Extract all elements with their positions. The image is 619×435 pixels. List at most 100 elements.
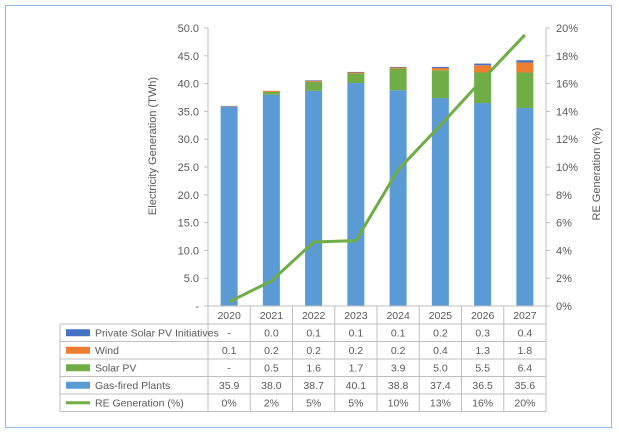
re-generation-line xyxy=(228,33,526,304)
table-cell-value: 1.7 xyxy=(349,362,364,374)
bar-private-solar-pv-initiatives-2025 xyxy=(431,66,449,69)
legend-key-solar-pv xyxy=(66,364,90,372)
table-header-year: 2021 xyxy=(260,310,284,322)
table-cell-value: 0.1 xyxy=(222,345,237,357)
table-header-year: 2026 xyxy=(471,310,495,322)
chart: - 5.0 10.0 15.0 20.0 25.0 30.0 35.0 40.0 45.0 50.0… xyxy=(59,23,603,412)
bar-wind-2025 xyxy=(431,68,449,71)
bar-wind-2026 xyxy=(474,65,492,73)
table-cell-value: 0.4 xyxy=(433,345,448,357)
table-cell-value: 35.6 xyxy=(515,380,536,392)
y2-tick-label: 18% xyxy=(556,51,578,63)
bar-private-solar-pv-initiatives-2026 xyxy=(474,63,492,66)
table-cell-value: 0.2 xyxy=(433,327,448,339)
bar-wind-2022 xyxy=(305,80,323,82)
bar-private-solar-pv-initiatives-2027 xyxy=(516,60,534,63)
table-header-year: 2022 xyxy=(302,310,326,322)
bar-solar-pv-2024 xyxy=(389,68,407,91)
table-cell-value: 38.8 xyxy=(388,380,409,392)
table-header-year: 2027 xyxy=(513,310,537,322)
y-tick-label: 30.0 xyxy=(178,134,199,146)
table-cell-value: 0% xyxy=(222,397,237,409)
table-cell-value: - xyxy=(227,327,231,339)
table-header-year: 2024 xyxy=(386,310,410,322)
y2-axis-title: RE Generation (%) xyxy=(591,128,603,221)
y2-tick-label: 14% xyxy=(556,106,578,118)
table-cell-value: 40.1 xyxy=(346,380,367,392)
data-table: 2020 2021 2022 2023 2024 2025 2026 2027 Private … xyxy=(59,305,547,412)
table-row-label: Solar PV xyxy=(95,362,136,374)
y2-tick-label: 2% xyxy=(556,273,572,285)
y-tick-label: - xyxy=(195,301,199,313)
bar-solar-pv-2025 xyxy=(431,70,449,99)
table-cell-value: 0.2 xyxy=(349,345,364,357)
y-tick-label: 5.0 xyxy=(184,273,199,285)
y2-tick-label: 16% xyxy=(556,79,578,91)
table-row-label: Gas-fired Plants xyxy=(95,380,170,392)
bar-gas-fired-plants-2026 xyxy=(474,103,492,306)
table-cell-value: 35.9 xyxy=(219,380,240,392)
table-cell-value: 20% xyxy=(514,397,535,409)
legend-key-private-solar-pv-initiatives xyxy=(66,329,90,337)
bar-gas-fired-plants-2020 xyxy=(220,106,238,307)
y-tick-label: 15.0 xyxy=(178,218,199,230)
bar-private-solar-pv-initiatives-2024 xyxy=(389,66,407,68)
bar-wind-2021 xyxy=(262,90,280,92)
table-cell-value: 0.1 xyxy=(306,327,321,339)
table-row-label: Private Solar PV Initiatives xyxy=(95,327,219,339)
table-cell-value: 0.2 xyxy=(306,345,321,357)
bar-wind-2020 xyxy=(220,105,238,107)
y-tick-label: 35.0 xyxy=(178,106,199,118)
table-cell-value: 0.0 xyxy=(264,327,279,339)
y-tick-label: 50.0 xyxy=(178,23,199,35)
bar-private-solar-pv-initiatives-2022 xyxy=(305,80,323,81)
legend-key-wind xyxy=(66,346,90,354)
table-cell-value: 1.3 xyxy=(475,345,490,357)
table-cell-value: 0.4 xyxy=(518,327,533,339)
table-cell-value: 5.0 xyxy=(433,362,448,374)
axes-layer: - 5.0 10.0 15.0 20.0 25.0 30.0 35.0 40.0 45.0 50.0… xyxy=(178,23,579,313)
y-tick-label: 40.0 xyxy=(178,79,199,91)
bar-wind-2027 xyxy=(516,62,534,73)
y2-tick-label: 12% xyxy=(556,134,578,146)
bar-solar-pv-2023 xyxy=(347,73,365,84)
table-row-label: Wind xyxy=(95,345,119,357)
table-cell-value: 0.3 xyxy=(475,327,490,339)
table-cell-value: 16% xyxy=(472,397,493,409)
table-cell-value: 6.4 xyxy=(518,362,533,374)
bar-gas-fired-plants-2023 xyxy=(347,83,365,306)
table-cell-value: 13% xyxy=(430,397,451,409)
table-cell-value: 10% xyxy=(388,397,409,409)
y-tick-label: 45.0 xyxy=(178,51,199,63)
bars-layer xyxy=(220,60,534,307)
table-header-year: 2025 xyxy=(429,310,453,322)
bar-solar-pv-2021 xyxy=(262,91,280,95)
y-tick-label: 10.0 xyxy=(178,245,199,257)
table-cell-value: 0.5 xyxy=(264,362,279,374)
bar-gas-fired-plants-2024 xyxy=(389,90,407,306)
chart-container: - 5.0 10.0 15.0 20.0 25.0 30.0 35.0 40.0 45.0 50.0… xyxy=(5,5,612,428)
bar-gas-fired-plants-2021 xyxy=(262,94,280,306)
table-cell-value: 5% xyxy=(306,397,321,409)
table-cell-value: 0.2 xyxy=(264,345,279,357)
table-cell-value: - xyxy=(227,362,231,374)
table-cell-value: 3.9 xyxy=(391,362,406,374)
bar-wind-2024 xyxy=(389,67,407,69)
table-cell-value: 1.8 xyxy=(518,345,533,357)
table-cell-value: 38.7 xyxy=(303,380,324,392)
table-row-label: RE Generation (%) xyxy=(95,397,184,409)
table-header-year: 2020 xyxy=(217,310,241,322)
y2-tick-label: 10% xyxy=(556,162,578,174)
y2-tick-label: 4% xyxy=(556,245,572,257)
bar-wind-2023 xyxy=(347,72,365,74)
table-cell-value: 36.5 xyxy=(472,380,493,392)
bar-solar-pv-2027 xyxy=(516,72,534,109)
y2-tick-label: 8% xyxy=(556,190,572,202)
y-tick-label: 25.0 xyxy=(178,162,199,174)
y2-tick-label: 6% xyxy=(556,218,572,230)
y2-tick-label: 0% xyxy=(556,301,572,313)
table-cell-value: 5% xyxy=(348,397,363,409)
table-cell-value: 1.6 xyxy=(306,362,321,374)
table-cell-value: 0.1 xyxy=(391,327,406,339)
table-cell-value: 0.2 xyxy=(391,345,406,357)
